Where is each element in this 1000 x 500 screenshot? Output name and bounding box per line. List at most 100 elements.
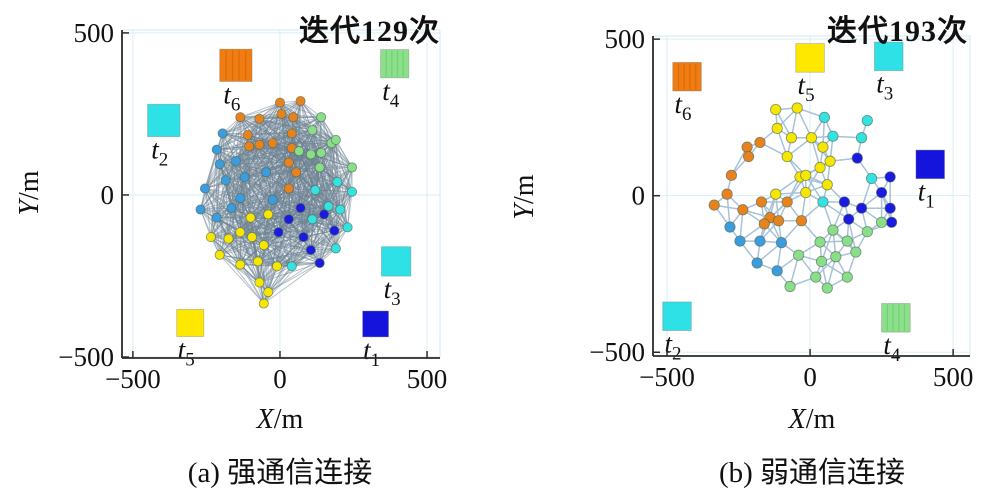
graph-edge [231,207,304,238]
graph-edge [303,167,321,238]
graph-edge [227,160,237,239]
graph-edge [244,176,290,220]
panel-a-ylabel-symbol: Y [14,200,45,216]
graph-edge [272,154,312,201]
graph-node [263,287,274,298]
graph-edge [219,231,279,256]
graph-edge [288,188,329,207]
target-square-t3 [381,246,412,277]
graph-edge [335,139,353,168]
graph-node [263,209,274,220]
graph-edge [291,209,341,267]
graph-edge [244,144,260,178]
graph-node [252,256,263,267]
graph-edge [200,207,232,211]
graph-edge [244,150,300,178]
graph-edge [248,146,267,173]
graph-edge [225,179,269,215]
y-tick-label: 0 [632,181,646,211]
graph-edge [225,179,301,209]
graph-node [793,249,805,261]
graph-node [791,102,803,114]
graph-edge [200,171,267,210]
graph-edge [265,147,293,173]
graph-edge [222,133,246,178]
graph-node [772,215,785,227]
graph-edge [235,147,292,162]
graph-edge [210,197,241,238]
graph-edge [222,133,227,181]
graph-edge [288,139,337,189]
graph-edge [298,100,302,152]
graph-node [814,236,826,248]
graph-edge [247,134,290,163]
graph-edge [239,198,259,262]
graph-edge [219,199,273,256]
graph-edge [272,199,279,233]
graph-edge [288,188,348,228]
graph-edge [216,149,290,189]
graph-node [725,169,737,181]
graph-edge [296,171,338,183]
graph-edge [288,166,353,189]
graph-edge [328,167,353,207]
graph-edge [219,163,289,189]
graph-edge [210,236,241,266]
graph-edge [257,236,304,262]
graph-edge [247,116,322,136]
graph-node [781,196,793,208]
target-square-t1 [362,310,389,338]
graph-edge [320,116,353,192]
graph-edge [204,149,218,189]
graph-edge [300,152,322,209]
graph-node [214,249,225,260]
graph-edge [225,118,260,181]
graph-edge [204,188,241,265]
graph-node [851,152,863,164]
graph-edge [265,139,337,173]
graph-edge [235,113,282,162]
graph-edge [248,102,281,147]
graph-edge [291,207,302,267]
graph-edge [265,172,269,215]
graph-edge [244,146,250,178]
graph-edge [250,172,267,218]
graph-edge [258,144,301,209]
graph-edge [248,145,289,164]
graph-edge [257,260,320,264]
graph-node [244,141,255,152]
graph-edge [200,163,221,210]
graph-edge [258,232,279,283]
y-tick-label: −500 [589,337,645,367]
graph-edge [263,245,269,293]
graph-node [781,150,793,163]
graph-edge [339,167,353,210]
graph-edge [225,117,241,181]
graph-node [211,212,222,223]
graph-edge [244,129,313,178]
graph-edge [200,209,251,219]
graph-edge [219,162,289,165]
graph-edge [303,154,312,238]
graph-edge [204,160,237,189]
graph-edge [272,142,290,189]
panel-b-xlabel-symbol: X [788,404,806,435]
graph-edge [295,172,313,220]
graph-edge [288,129,313,163]
graph-edge [272,199,313,220]
graph-edge [311,129,353,168]
graph-edge [278,232,293,267]
graph-edge [222,133,274,201]
panel-a-caption: (a) 强通信连接 [187,457,373,489]
graph-node [821,282,833,294]
graph-edge [210,218,289,238]
graph-edge [240,197,313,220]
graph-edge [276,262,320,267]
graph-edge [239,146,250,233]
graph-edge [244,176,269,215]
graph-edge [259,265,292,283]
target-square-t5 [176,309,205,337]
graph-edge [288,162,316,191]
graph-edge [288,172,297,220]
